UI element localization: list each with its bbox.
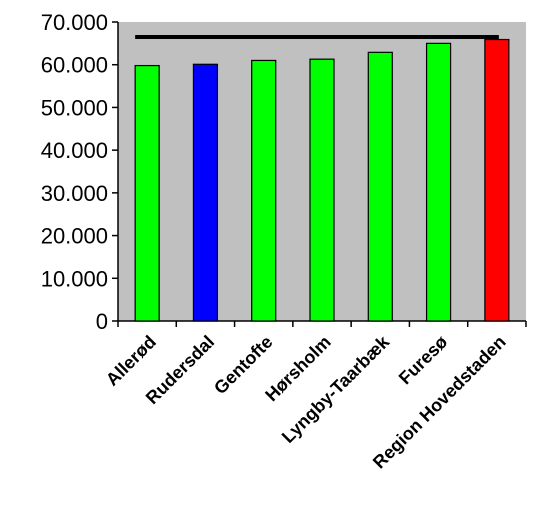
x-tick-label: Lyngby-Taarbæk: [278, 331, 394, 447]
bars: [134, 38, 510, 322]
bar-h-rsholm: [309, 58, 335, 322]
y-tick-label: 40.000: [41, 138, 108, 163]
bar-fures-: [425, 42, 452, 322]
y-tick-label: 50.000: [41, 95, 108, 120]
bar-region-hovedstaden: [484, 38, 510, 322]
y-tick-label: 60.000: [41, 53, 108, 78]
bar-gentofte: [251, 59, 277, 322]
y-tick-label: 20.000: [41, 224, 108, 249]
x-tick-label: Furesø: [395, 332, 452, 389]
y-tick-label: 10.000: [41, 266, 108, 291]
y-axis: 0 10.000 20.000 30.000 40.000 50.000 60.000 70.…: [41, 10, 119, 334]
y-tick-label: 70.000: [41, 10, 108, 35]
bar-rudersdal: [192, 63, 219, 322]
bar-lyngby-taarb-k: [367, 51, 393, 322]
bar-aller-d: [134, 64, 160, 322]
x-axis: AllerødRudersdalGentofteHørsholmLyngby-T…: [102, 320, 527, 472]
y-tick-label: 0: [96, 309, 108, 334]
y-tick-label: 30.000: [41, 181, 108, 206]
x-tick-label: Allerød: [102, 332, 160, 390]
